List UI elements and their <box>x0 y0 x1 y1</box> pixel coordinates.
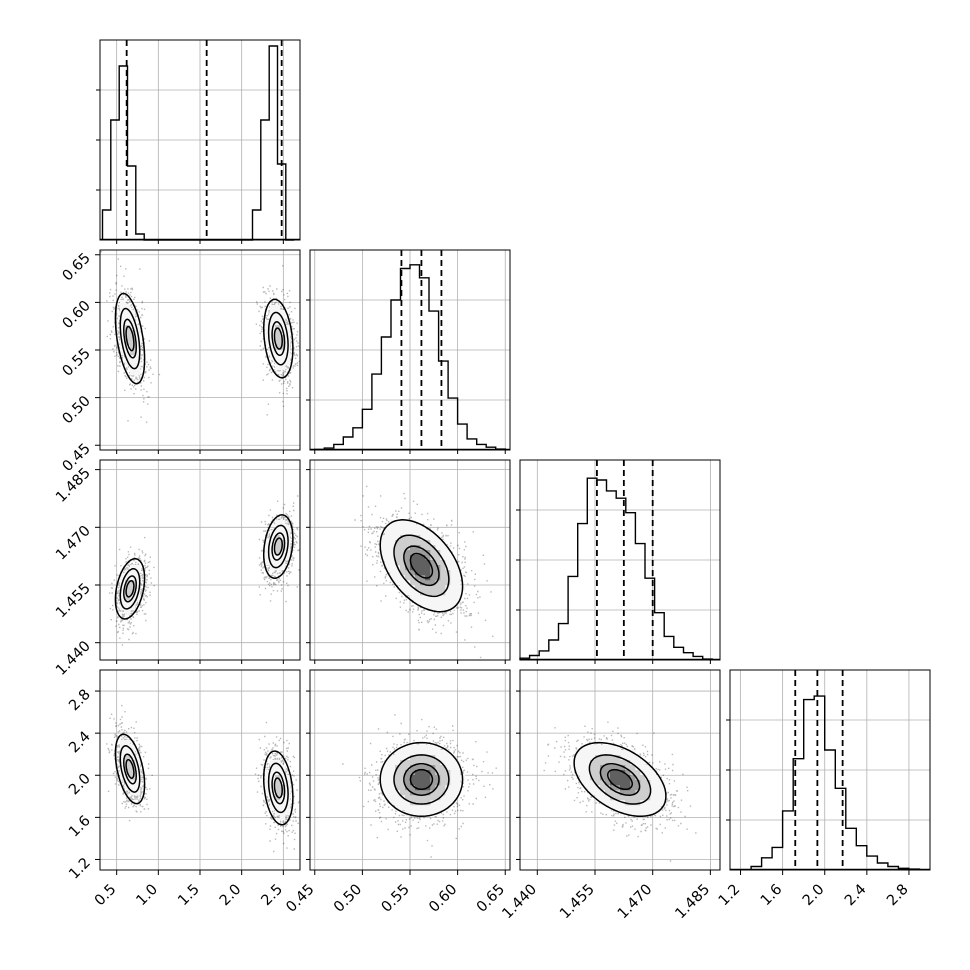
contour-0-1 <box>119 307 141 370</box>
panel-contents <box>354 485 494 659</box>
contour-0-2 <box>123 575 137 603</box>
x-tick-label-3-3: 2.4 <box>842 882 870 910</box>
y-tick-label-1-3: 0.60 <box>60 298 94 332</box>
contour-0-3 <box>409 768 434 791</box>
contour-0-1 <box>588 754 652 805</box>
contour-1-1 <box>267 311 289 366</box>
panel-contents <box>106 704 300 853</box>
y-tick-label-1-4: 0.65 <box>60 250 94 284</box>
x-tick-label-2-1: 1.455 <box>557 882 598 923</box>
y-tick-label-1-1: 0.50 <box>60 393 94 427</box>
y-tick-label-3-0: 1.2 <box>66 855 94 883</box>
contour-1-0 <box>262 750 294 826</box>
panel-contents <box>543 721 697 862</box>
x-tick-label-1-3: 0.60 <box>426 882 460 916</box>
contour-0-1 <box>393 754 450 805</box>
x-tick-label-0-2: 1.5 <box>175 882 203 910</box>
contour-0-3 <box>409 552 434 579</box>
contour-1-2 <box>271 321 286 357</box>
histogram-step-2 <box>519 477 713 660</box>
x-tick-label-1-0: 0.45 <box>283 882 317 916</box>
y-tick-label-3-2: 2.0 <box>66 771 94 799</box>
x-tick-label-3-1: 1.6 <box>758 882 786 910</box>
y-tick-label-2-1: 1.455 <box>53 581 94 622</box>
x-tick-label-0-1: 1.0 <box>134 882 162 910</box>
contour-0-3 <box>125 758 135 779</box>
histogram-panel-1 <box>309 249 511 451</box>
contour-0-2 <box>403 763 440 796</box>
contour-1-1 <box>267 762 289 814</box>
x-tick-label-0-0: 0.5 <box>92 882 120 910</box>
histogram-panel-3 <box>729 669 931 871</box>
contour-0-2 <box>123 318 137 359</box>
contour-0-0 <box>114 733 146 805</box>
scatter-panel-2-3 <box>519 669 721 871</box>
y-tick-label-3-3: 2.4 <box>66 729 94 757</box>
x-tick-label-1-1: 0.50 <box>331 882 365 916</box>
contour-1-1 <box>267 524 289 569</box>
x-tick-label-3-2: 2.0 <box>800 882 828 910</box>
contour-0-3 <box>606 768 634 791</box>
contour-1-2 <box>271 532 286 561</box>
contour-0-3 <box>125 580 135 598</box>
x-tick-label-1-2: 0.55 <box>379 882 413 916</box>
contour-0-2 <box>403 545 440 587</box>
contour-0-0 <box>114 558 146 620</box>
contour-1-0 <box>262 298 294 379</box>
contour-1-3 <box>273 537 283 556</box>
density-band-0 <box>380 745 466 816</box>
y-tick-label-3-1: 1.6 <box>66 813 94 841</box>
histogram-step-3 <box>750 695 921 870</box>
histogram-panel-0 <box>99 39 301 241</box>
contour-0-1 <box>119 568 141 610</box>
density-band-3 <box>410 555 431 581</box>
density-band-3 <box>410 770 431 791</box>
scatter-panel-0-2 <box>99 459 301 661</box>
panel-contents <box>108 495 300 646</box>
x-tick-label-2-3: 1.485 <box>673 882 714 923</box>
sample-points <box>354 485 494 659</box>
y-tick-label-3-4: 2.8 <box>66 687 94 715</box>
x-tick-label-0-3: 2.0 <box>217 882 245 910</box>
scatter-panel-1-2 <box>309 459 511 661</box>
contour-1-3 <box>273 327 283 350</box>
contour-1-3 <box>273 777 283 799</box>
density-band-0 <box>575 745 666 816</box>
y-tick-label-1-2: 0.55 <box>60 346 94 380</box>
contour-0-3 <box>125 325 135 352</box>
contour-0-2 <box>599 763 641 796</box>
x-tick-label-2-0: 1.440 <box>499 882 540 923</box>
panel-frame <box>519 669 721 871</box>
x-tick-label-0-4: 2.5 <box>259 882 287 910</box>
contour-0-0 <box>379 741 464 818</box>
histogram-panel-2 <box>519 459 721 661</box>
x-tick-label-3-4: 2.8 <box>884 882 912 910</box>
contour-0-0 <box>379 519 464 613</box>
scatter-panel-0-1 <box>99 249 301 451</box>
contour-0-0 <box>114 292 146 385</box>
x-tick-label-3-0: 1.2 <box>716 882 744 910</box>
scatter-panel-0-3 <box>99 669 301 871</box>
x-tick-label-2-2: 1.470 <box>615 882 656 923</box>
y-tick-label-2-2: 1.470 <box>53 523 94 564</box>
panel-contents <box>342 714 497 858</box>
panel-contents <box>100 251 300 423</box>
y-tick-label-2-0: 1.440 <box>53 638 94 679</box>
contour-0-1 <box>393 534 450 598</box>
contour-0-2 <box>123 753 137 785</box>
scatter-panel-1-3 <box>309 669 511 871</box>
contour-1-2 <box>271 771 286 805</box>
histogram-step-1 <box>314 264 506 451</box>
sample-points <box>108 495 300 646</box>
contour-1-0 <box>262 514 294 579</box>
contour-0-1 <box>119 745 141 793</box>
contour-0-0 <box>573 741 667 818</box>
